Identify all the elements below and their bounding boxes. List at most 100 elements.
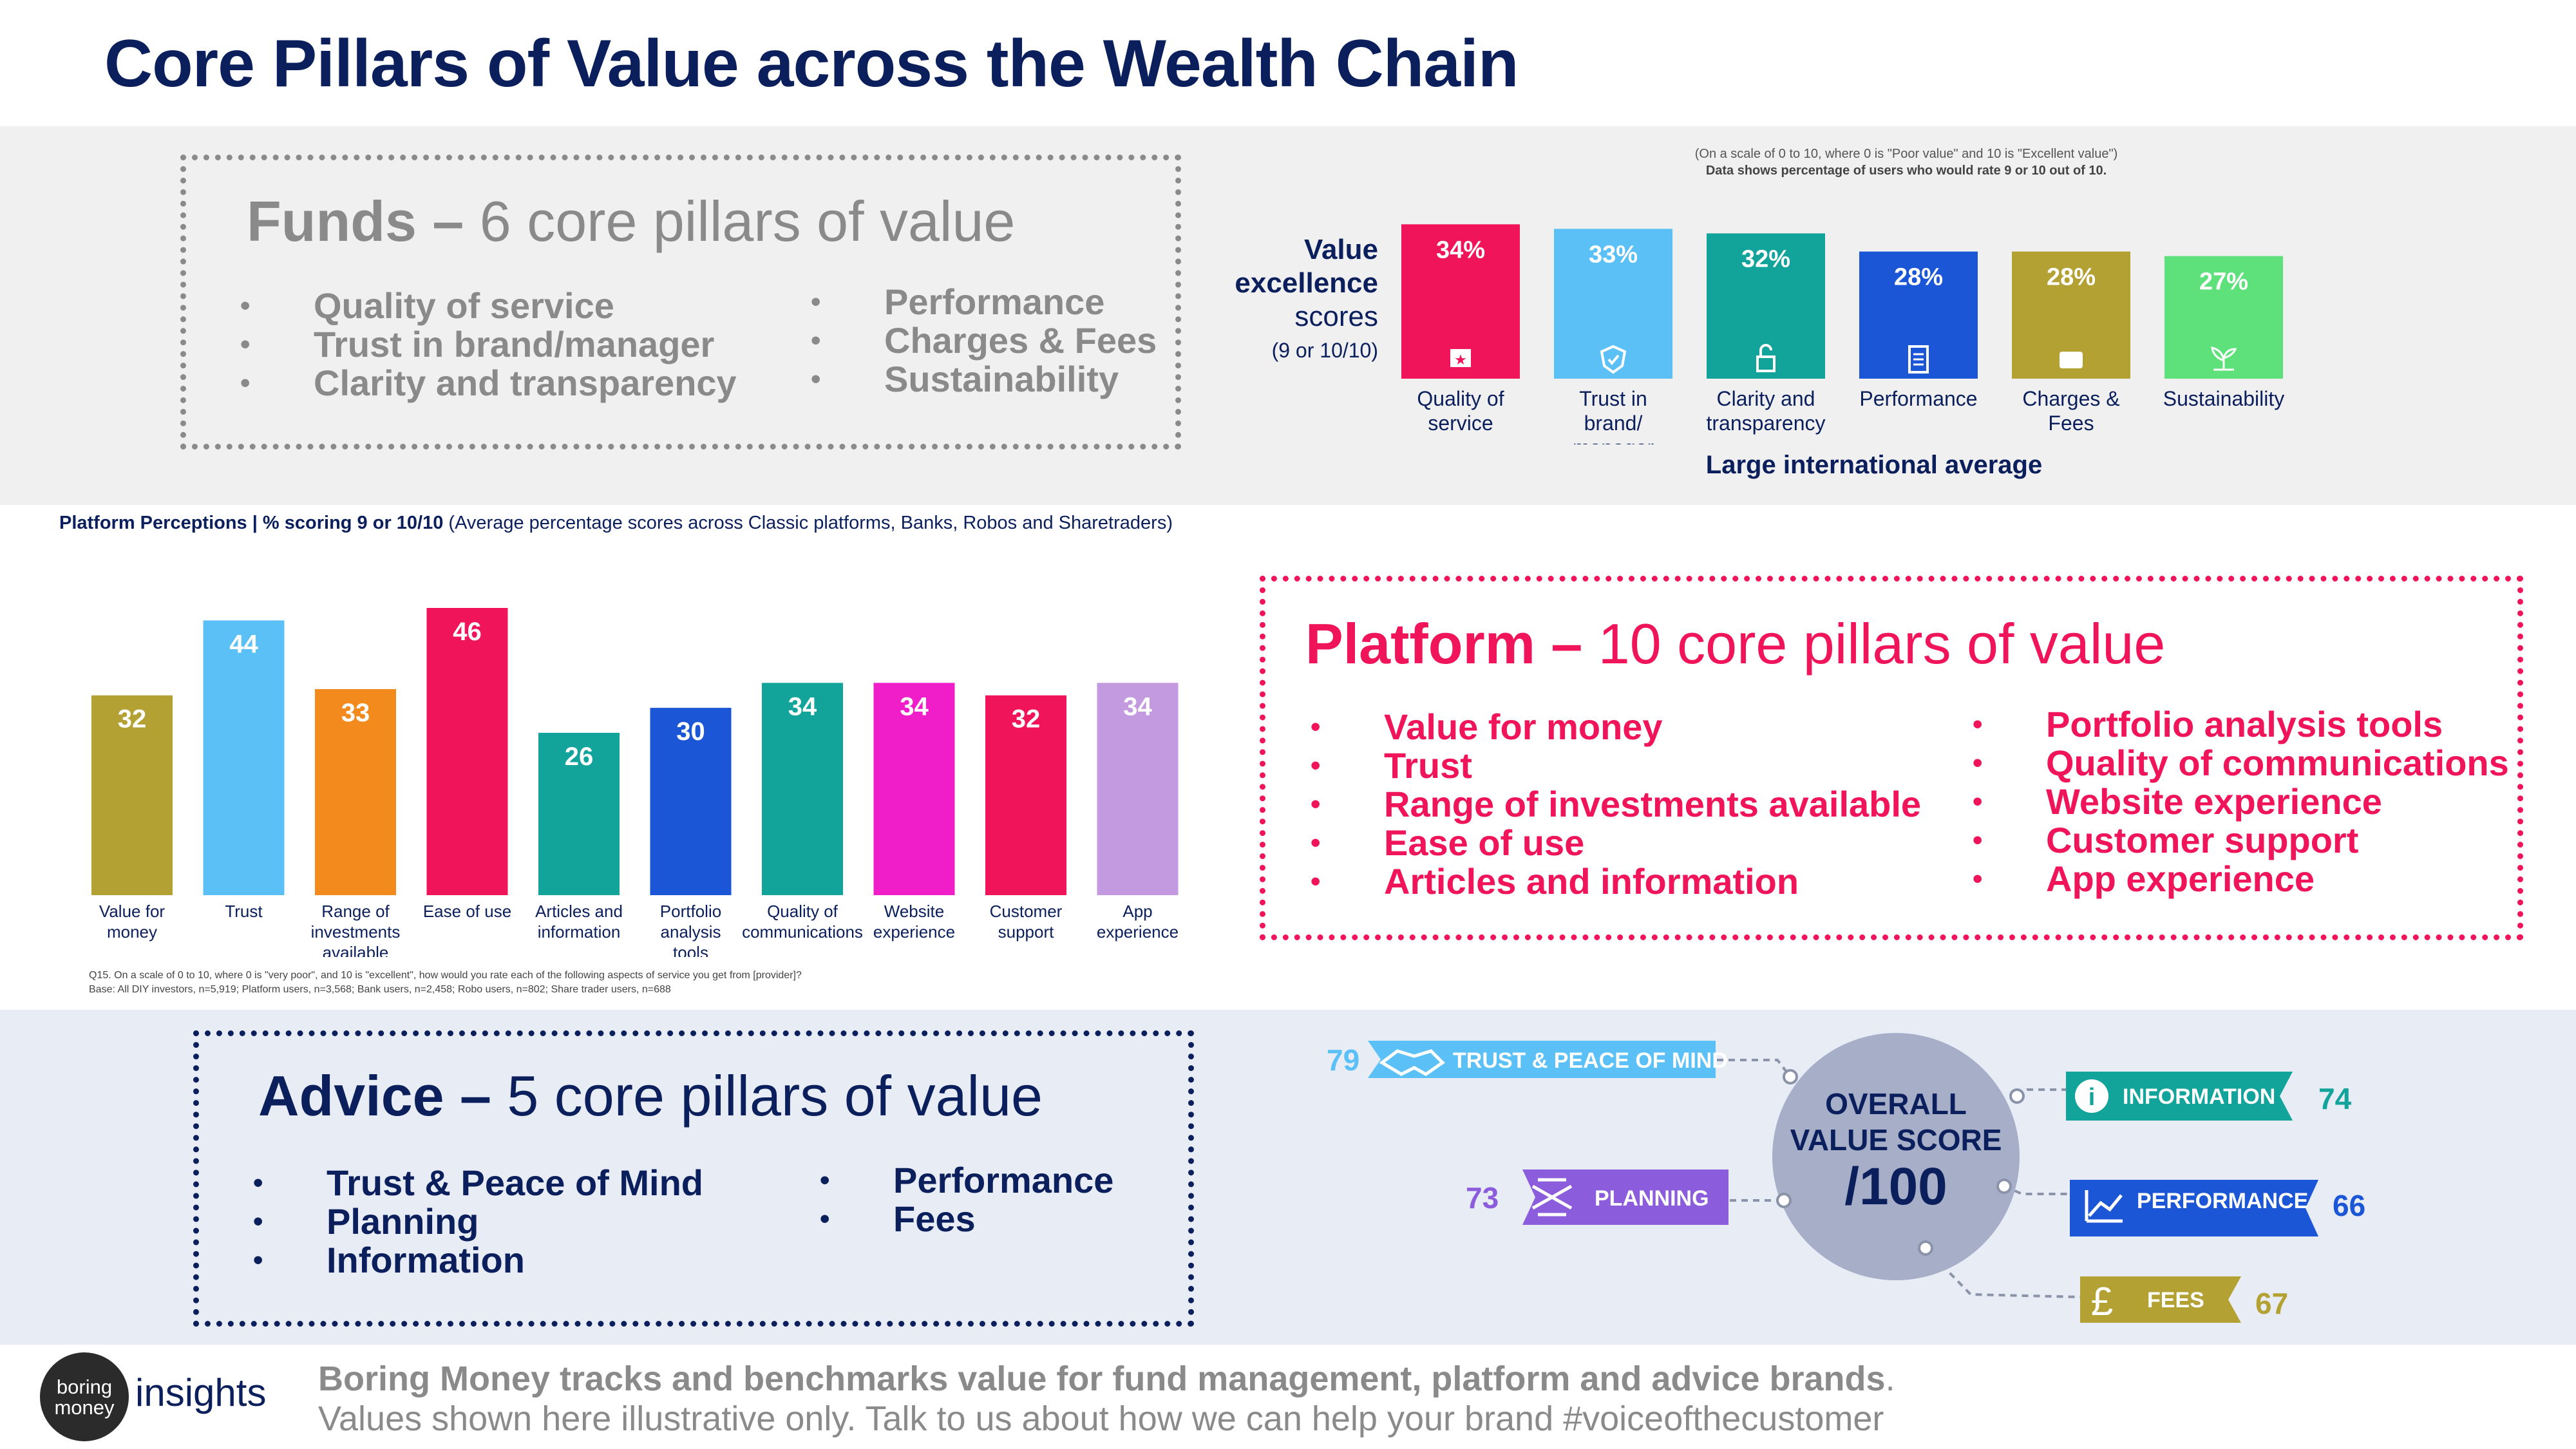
platform-bar	[315, 689, 396, 895]
platform-bar-category: Value for	[99, 902, 165, 921]
information-label: INFORMATION	[2123, 1084, 2275, 1109]
advice-pillars-right: Performance Fees	[820, 1161, 1113, 1239]
fees-score: 67	[2255, 1287, 2288, 1320]
footer-line1: Boring Money tracks and benchmarks value…	[318, 1359, 1895, 1399]
handshake-icon	[1379, 1049, 1445, 1076]
platform-bar-value: 32	[1012, 705, 1041, 734]
platform-box: Platform – 10 core pillars of value Valu…	[1260, 576, 2523, 940]
logo-line1: boring	[56, 1376, 113, 1398]
platform-bar-category: Quality of	[767, 902, 838, 921]
document-icon	[1908, 345, 1929, 374]
advice-heading-rest: 5 core pillars of value	[491, 1064, 1043, 1128]
platform-bar-value: 26	[565, 743, 594, 771]
pp-title-bold: Platform Perceptions | % scoring 9 or 10…	[59, 513, 444, 533]
platform-bar	[873, 683, 955, 895]
platform-bar-value: 34	[1123, 692, 1152, 721]
ve-label-line1: Value	[1304, 234, 1378, 265]
funds-bar	[1554, 229, 1672, 379]
funds-bar-category: service	[1428, 412, 1493, 435]
footer-line1-bold: Boring Money tracks and benchmarks value…	[318, 1359, 1886, 1398]
shield-icon	[1600, 345, 1627, 374]
list-item: Trust in brand/manager	[240, 325, 737, 365]
center-line2: VALUE SCORE	[1790, 1123, 2002, 1157]
value-excellence-label: Value excellence scores (9 or 10/10)	[1211, 233, 1378, 367]
list-item: Performance	[811, 283, 1157, 322]
connector-node	[2009, 1088, 2025, 1104]
funds-heading-rest: 6 core pillars of value	[464, 189, 1016, 253]
platform-bar	[762, 683, 843, 895]
lock-icon	[1756, 344, 1776, 372]
platform-bar-category: experience	[873, 922, 955, 942]
connector-trust	[1717, 1059, 1792, 1078]
ve-label-line4: (9 or 10/10)	[1271, 339, 1378, 362]
platform-bar-category: investments	[311, 922, 401, 942]
advice-heading: Advice – 5 core pillars of value	[258, 1063, 1043, 1129]
list-item: Value for money	[1311, 708, 1921, 747]
performance-label-box	[2070, 1180, 2318, 1236]
list-item: Quality of communications	[1973, 744, 2509, 783]
list-item: Range of investments available	[1311, 785, 1921, 824]
platform-pillars-right: Portfolio analysis tools Quality of comm…	[1973, 705, 2509, 899]
connector-node	[1783, 1069, 1798, 1084]
platform-bar	[650, 708, 732, 895]
platform-bar-category: Articles and	[535, 902, 623, 921]
connector-node	[1918, 1240, 1933, 1256]
platform-bar	[538, 732, 620, 895]
ve-label-line3: scores	[1294, 301, 1378, 332]
list-item: Performance	[820, 1161, 1113, 1200]
advice-pillars-left: Trust & Peace of Mind Planning Informati…	[253, 1164, 703, 1280]
funds-bar-category: Quality of	[1417, 387, 1504, 410]
planning-label-box	[1522, 1170, 1728, 1225]
platform-bar-category: Range of	[321, 902, 390, 921]
scale-note-line1: (On a scale of 0 to 10, where 0 is "Poor…	[1694, 147, 2118, 161]
funds-bar-category: Clarity and	[1717, 387, 1815, 410]
planning-label: PLANNING	[1595, 1186, 1709, 1211]
platform-bar-category: support	[998, 922, 1054, 942]
funds-bar-category: Sustainability	[2163, 387, 2285, 410]
platform-bar-category: Portfolio	[660, 902, 721, 921]
footer-line1-end: .	[1885, 1359, 1895, 1398]
platform-heading-rest: 10 core pillars of value	[1582, 612, 2166, 676]
scale-note-line2: Data shows percentage of users who would…	[1705, 164, 2107, 178]
list-item: App experience	[1973, 860, 2509, 899]
funds-bar-value: 34%	[1436, 236, 1485, 263]
funds-scale-note: (On a scale of 0 to 10, where 0 is "Poor…	[1546, 146, 2267, 179]
ve-label-line2: excellence	[1235, 267, 1378, 299]
funds-box: Funds – 6 core pillars of value Quality …	[180, 155, 1181, 450]
trust-label-box	[1368, 1041, 1716, 1078]
performance-score: 66	[2333, 1189, 2365, 1222]
list-item: Website experience	[1973, 782, 2509, 822]
funds-pillars-right: Performance Charges & Fees Sustainabilit…	[811, 283, 1157, 399]
platform-pillars-left: Value for money Trust Range of investmen…	[1311, 708, 1921, 902]
funds-bar-category: manager	[1573, 436, 1654, 444]
funds-bar-category: Performance	[1859, 387, 1977, 410]
center-line3: /100	[1844, 1157, 1947, 1216]
page-title: Core Pillars of Value across the Wealth …	[104, 26, 1519, 101]
funds-bar	[1859, 251, 1978, 379]
funds-heading-bold: Funds –	[247, 189, 464, 253]
information-label-box	[2066, 1072, 2293, 1121]
advice-value-diagram: OVERALL VALUE SCORE /100 TRUST & PEACE O…	[1327, 1033, 2365, 1324]
list-item: Customer support	[1973, 821, 2509, 860]
connector-node	[1776, 1193, 1792, 1208]
list-item: Fees	[820, 1200, 1113, 1239]
platform-bar-value: 32	[118, 705, 147, 734]
funds-x-caption: Large international average	[1705, 451, 2043, 479]
platform-bar	[203, 620, 285, 895]
overall-score-circle	[1772, 1033, 2020, 1280]
platform-bar-category: Trust	[225, 902, 263, 921]
logo-line2: money	[54, 1396, 115, 1419]
boring-money-logo: boring money	[40, 1352, 129, 1441]
svg-text:i: i	[2088, 1084, 2096, 1111]
performance-label: PERFORMANCE	[2137, 1189, 2308, 1213]
platform-bar-category: tools	[673, 943, 708, 957]
information-score: 74	[2318, 1082, 2352, 1115]
funds-bar-category: transparency	[1707, 412, 1826, 435]
list-item: Portfolio analysis tools	[1973, 705, 2509, 744]
platform-bar-value: 30	[676, 717, 705, 746]
funds-bar-category: Charges &	[2022, 387, 2119, 410]
q-note-line2: Base: All DIY investors, n=5,919; Platfo…	[89, 984, 671, 995]
platform-bar-category: experience	[1097, 922, 1179, 942]
